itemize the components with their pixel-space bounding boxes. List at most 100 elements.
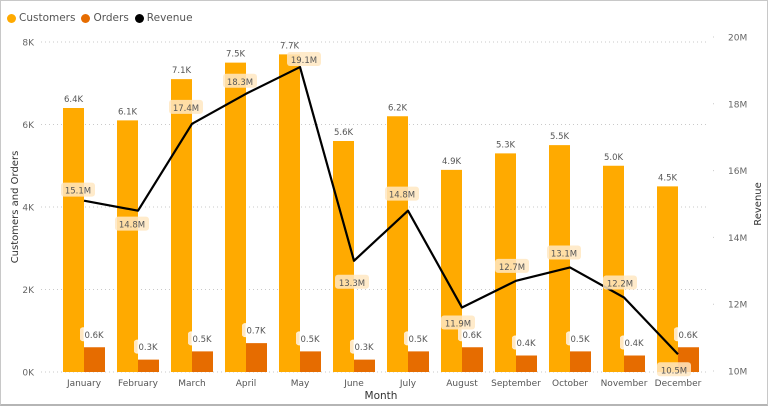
line-revenue[interactable] xyxy=(83,65,679,356)
data-label-customers: 7.5K xyxy=(226,50,246,60)
y-axis-title: Customers and Orders xyxy=(10,151,21,264)
data-label-revenue: 14.8M xyxy=(389,191,415,201)
y2-tick-label: 14M xyxy=(728,234,747,244)
legend-dot-icon xyxy=(81,13,91,23)
x-tick-label: February xyxy=(118,379,159,389)
bar-customers[interactable] xyxy=(117,120,138,372)
bar-orders[interactable] xyxy=(246,343,267,372)
data-label-orders: 0.3K xyxy=(138,343,158,353)
x-tick-label: March xyxy=(178,379,205,389)
data-label-revenue: 15.1M xyxy=(65,187,91,197)
data-label-customers: 5.3K xyxy=(496,140,516,150)
legend-item-revenue[interactable]: Revenue xyxy=(134,12,193,24)
legend-label: Customers xyxy=(19,12,76,24)
data-label-bg-accent xyxy=(458,328,461,341)
data-label-customers: 5.6K xyxy=(334,128,354,138)
data-label-revenue: 11.9M xyxy=(445,320,471,330)
data-label-orders: 0.5K xyxy=(570,335,590,345)
x-tick-label: September xyxy=(491,379,541,389)
x-tick-label: July xyxy=(399,379,417,389)
data-label-bg xyxy=(566,331,594,346)
bar-orders[interactable] xyxy=(138,359,159,372)
data-label-customers: 7.1K xyxy=(172,66,192,76)
data-label-bg xyxy=(674,327,702,342)
data-label-revenue: 17.4M xyxy=(173,104,199,114)
data-label-orders: 0.6K xyxy=(462,331,482,341)
bar-customers[interactable] xyxy=(279,54,300,372)
data-label-orders: 0.3K xyxy=(354,343,374,353)
y2-tick-label: 10M xyxy=(728,368,747,378)
data-label-customers: 6.4K xyxy=(64,95,84,105)
data-label-bg xyxy=(335,274,369,289)
bar-customers[interactable] xyxy=(441,169,462,372)
data-label-orders: 0.4K xyxy=(516,339,536,349)
legend-label: Orders xyxy=(93,12,129,24)
data-label-customers: 5.0K xyxy=(604,153,624,163)
data-label-bg xyxy=(657,362,691,377)
bar-orders[interactable] xyxy=(300,351,321,372)
x-tick-label: January xyxy=(66,379,102,389)
chart-legend: Customers Orders Revenue xyxy=(7,12,199,24)
data-label-bg-accent xyxy=(350,340,353,353)
data-label-customers: 7.7K xyxy=(280,41,300,51)
data-label-orders: 0.5K xyxy=(300,335,320,345)
x-tick-label: October xyxy=(552,379,588,389)
data-label-customers: 6.2K xyxy=(388,103,408,113)
data-label-bg xyxy=(61,182,95,197)
bar-orders[interactable] xyxy=(516,355,537,373)
data-label-bg-accent xyxy=(134,340,137,353)
bar-orders[interactable] xyxy=(192,351,213,372)
data-label-orders: 0.6K xyxy=(678,331,698,341)
data-label-customers: 5.5K xyxy=(550,132,570,142)
data-label-bg xyxy=(350,339,378,354)
data-label-bg xyxy=(115,216,149,231)
data-label-bg-accent xyxy=(620,336,623,349)
x-tick-label: August xyxy=(446,379,478,389)
y-tick-label: 0K xyxy=(22,369,35,379)
y2-tick-label: 12M xyxy=(728,301,747,311)
x-axis-title: Month xyxy=(365,390,398,402)
data-label-revenue: 10.5M xyxy=(661,366,687,376)
data-label-customers: 4.9K xyxy=(442,157,462,167)
data-label-revenue: 13.1M xyxy=(551,249,577,259)
data-label-bg xyxy=(458,327,486,342)
data-label-bg-accent xyxy=(566,332,569,345)
data-label-bg xyxy=(495,258,529,273)
y2-tick-label: 16M xyxy=(728,167,747,177)
bar-orders[interactable] xyxy=(624,355,645,373)
data-label-bg xyxy=(134,339,162,354)
bar-customers[interactable] xyxy=(333,141,354,372)
data-label-customers: 4.5K xyxy=(658,173,678,183)
data-label-bg xyxy=(188,331,216,346)
bar-orders[interactable] xyxy=(354,359,375,372)
bar-customers[interactable] xyxy=(171,79,192,372)
x-tick-label: May xyxy=(291,379,310,389)
data-label-bg xyxy=(242,323,270,338)
data-label-customers: 6.1K xyxy=(118,107,138,117)
bar-orders[interactable] xyxy=(570,351,591,372)
bar-customers[interactable] xyxy=(225,62,246,372)
bar-orders[interactable] xyxy=(84,347,105,372)
bar-customers[interactable] xyxy=(387,116,408,372)
legend-item-orders[interactable]: Orders xyxy=(81,12,129,24)
y-tick-label: 2K xyxy=(22,286,35,296)
legend-item-customers[interactable]: Customers xyxy=(7,12,75,24)
bar-orders[interactable] xyxy=(408,351,429,372)
data-label-revenue: 19.1M xyxy=(291,56,317,66)
legend-label: Revenue xyxy=(146,12,193,24)
bar-orders[interactable] xyxy=(462,347,483,372)
data-label-revenue: 18.3M xyxy=(227,78,253,88)
data-label-revenue: 14.8M xyxy=(119,221,145,231)
bar-customers[interactable] xyxy=(657,186,678,372)
bar-customers[interactable] xyxy=(63,108,84,372)
data-label-orders: 0.7K xyxy=(246,327,266,337)
x-tick-label: December xyxy=(655,379,702,389)
legend-dot-icon xyxy=(7,13,16,23)
y2-tick-label: 20M xyxy=(728,34,747,44)
bar-customers[interactable] xyxy=(603,165,624,372)
data-label-bg-accent xyxy=(80,328,83,341)
data-label-orders: 0.4K xyxy=(624,339,644,349)
data-label-orders: 0.6K xyxy=(84,331,104,341)
